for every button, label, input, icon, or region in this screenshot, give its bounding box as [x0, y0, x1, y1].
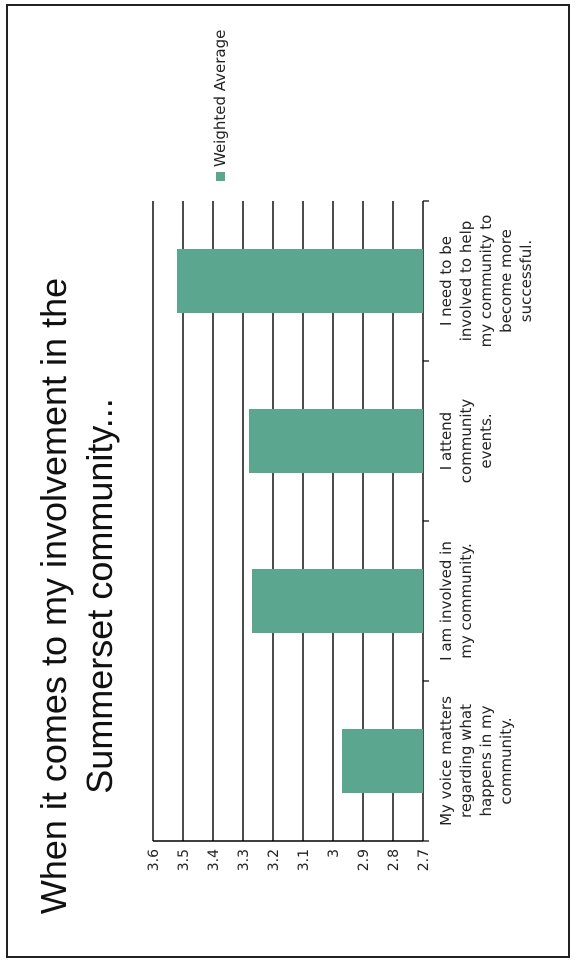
bar	[177, 249, 423, 313]
x-category-label: My voice matters regarding what happens in…	[437, 696, 515, 826]
y-tick-label: 2.9	[356, 849, 372, 871]
y-tick-label: 3.5	[176, 849, 192, 871]
y-tick-label: 3.6	[146, 849, 162, 871]
bar	[249, 409, 423, 473]
rotated-chart-area: When it comes to my involvement in the Su…	[8, 6, 568, 956]
x-category-label: I need to be involved to help my community…	[437, 215, 535, 348]
y-tick-label: 2.8	[386, 849, 402, 871]
y-tick-label: 3.4	[206, 849, 222, 871]
x-category-label: I am involved in my community.	[437, 541, 475, 661]
chart-title-line: When it comes to my involvement in the	[33, 278, 74, 914]
bar	[342, 729, 423, 793]
x-category-label: I attend community events.	[437, 399, 495, 484]
legend-swatch	[216, 172, 225, 181]
chart-title-line: Summerset community...	[79, 398, 120, 793]
y-tick-label: 3.1	[296, 849, 312, 871]
bar	[252, 569, 423, 633]
y-tick-label: 3.2	[266, 849, 282, 871]
y-tick-label: 3	[326, 849, 342, 858]
y-tick-label: 3.3	[236, 849, 252, 871]
legend-label: Weighted Average	[211, 30, 229, 167]
bar-chart: When it comes to my involvement in the Su…	[33, 30, 535, 915]
y-tick-label: 2.7	[416, 849, 432, 871]
chart-frame: When it comes to my involvement in the Su…	[6, 4, 570, 958]
